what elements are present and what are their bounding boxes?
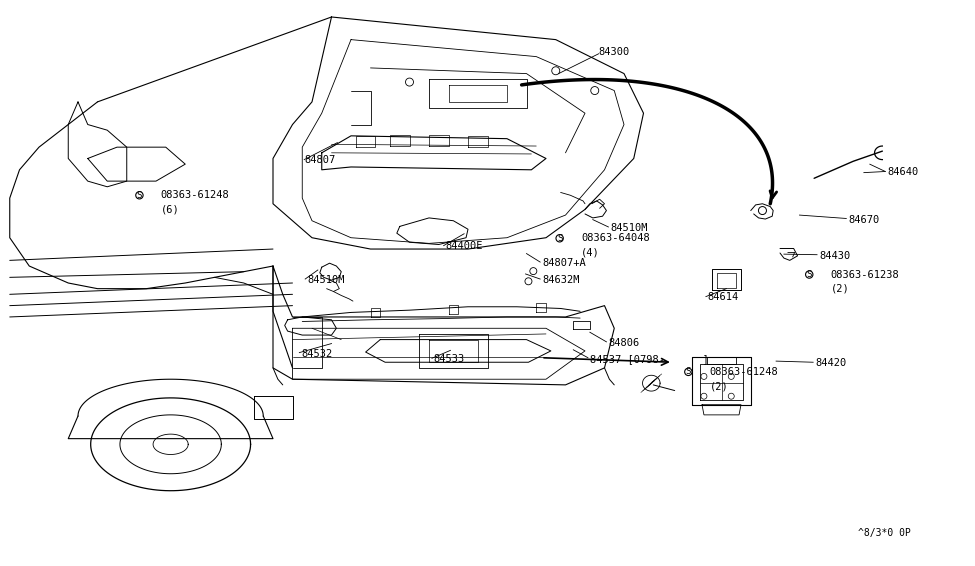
- Text: 84532: 84532: [301, 349, 332, 359]
- Text: 84807: 84807: [304, 155, 335, 165]
- Text: S: S: [685, 367, 691, 376]
- Text: 84806: 84806: [608, 338, 640, 348]
- Text: ^8/3*0 0P: ^8/3*0 0P: [858, 528, 911, 538]
- Text: 84537 [0798-      ]: 84537 [0798- ]: [590, 354, 709, 364]
- Text: 84670: 84670: [848, 215, 879, 225]
- Text: 84300: 84300: [599, 47, 630, 57]
- Text: 84807+A: 84807+A: [542, 258, 586, 268]
- Text: 84533: 84533: [434, 354, 465, 365]
- Text: 84510M: 84510M: [307, 275, 344, 285]
- Text: 08363-61238: 08363-61238: [831, 269, 900, 280]
- Text: S: S: [136, 191, 142, 200]
- Text: 84614: 84614: [708, 292, 739, 302]
- Text: 84640: 84640: [887, 167, 918, 177]
- Text: 08363-61248: 08363-61248: [161, 190, 230, 200]
- Text: (2): (2): [710, 381, 728, 391]
- Text: 84510M: 84510M: [610, 222, 647, 233]
- Text: (6): (6): [161, 204, 179, 215]
- Text: 84632M: 84632M: [542, 275, 579, 285]
- Text: S: S: [806, 270, 812, 279]
- Text: (4): (4): [581, 247, 600, 258]
- Text: 84400E: 84400E: [446, 241, 483, 251]
- Text: 84420: 84420: [815, 358, 846, 368]
- Text: 08363-64048: 08363-64048: [581, 233, 650, 243]
- Text: S: S: [557, 234, 563, 243]
- Text: 84430: 84430: [819, 251, 850, 261]
- Text: 08363-61248: 08363-61248: [710, 367, 779, 377]
- Text: (2): (2): [831, 284, 849, 294]
